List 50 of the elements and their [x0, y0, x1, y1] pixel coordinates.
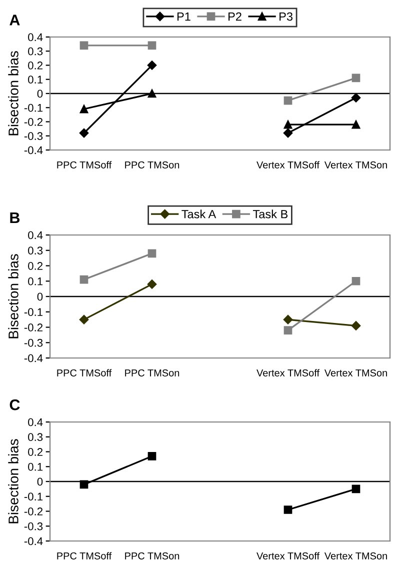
y-tick-label: 0.1 — [28, 462, 43, 471]
y-tick-label: -0.2 — [24, 324, 42, 332]
chart-title: B — [10, 212, 20, 223]
x-tick-label: PPC TMSoff — [57, 161, 112, 168]
y-tick-label: 0 — [37, 292, 43, 301]
y-tick-label: 0.3 — [28, 246, 43, 255]
y-tick-label: -0.4 — [24, 537, 43, 546]
chart-title: A — [10, 14, 20, 26]
y-tick-label: -0.3 — [24, 338, 43, 347]
y-tick-label: 0.1 — [28, 76, 43, 84]
x-tick-label: Vertex TMSon — [324, 552, 387, 560]
y-tick-label: 0.2 — [28, 262, 42, 270]
y-tick-label: 0.2 — [28, 448, 42, 456]
y-tick-label: 0 — [37, 478, 43, 486]
y-tick-label: 0.3 — [28, 47, 43, 56]
y-tick-label: -0.1 — [24, 104, 43, 112]
x-tick-label: PPC TMSoff — [57, 369, 112, 376]
x-tick-label: PPC TMSon — [125, 369, 180, 376]
legend-label: Task A — [182, 210, 216, 218]
x-tick-label: Vertex TMSoff — [256, 552, 320, 560]
y-tick-label: 0.4 — [28, 418, 43, 426]
y-tick-label: 0.4 — [28, 33, 43, 42]
x-tick-label: Vertex TMSon — [324, 161, 387, 168]
x-tick-label: PPC TMSon — [125, 552, 180, 560]
chart-title: C — [10, 399, 20, 410]
y-axis-title: Bisection bias — [8, 439, 18, 524]
legend-label: Task B — [252, 210, 288, 218]
y-axis-title: Bisection bias — [8, 51, 18, 136]
y-tick-label: 0.1 — [28, 277, 43, 286]
x-tick-label: Vertex TMSoff — [256, 369, 320, 376]
y-tick-label: -0.3 — [24, 522, 43, 530]
y-tick-label: -0.2 — [24, 508, 42, 516]
y-tick-label: -0.1 — [24, 308, 43, 316]
y-tick-label: -0.1 — [24, 492, 43, 501]
y-tick-label: -0.2 — [24, 118, 42, 126]
x-tick-label: PPC TMSoff — [57, 552, 112, 560]
y-tick-label: 0.4 — [28, 231, 43, 240]
x-tick-label: Vertex TMSon — [324, 369, 387, 376]
legend-label: P2 — [228, 12, 242, 21]
y-tick-label: 0.3 — [28, 433, 43, 442]
y-tick-label: -0.4 — [24, 146, 43, 154]
y-tick-label: -0.3 — [24, 132, 43, 140]
y-tick-label: -0.4 — [24, 354, 43, 362]
y-tick-label: 0.2 — [28, 62, 42, 70]
x-tick-label: Vertex TMSoff — [256, 161, 320, 168]
y-axis-title: Bisection bias — [8, 254, 18, 338]
legend-label: P3 — [280, 12, 292, 21]
legend-label: P1 — [177, 12, 190, 21]
x-tick-label: PPC TMSon — [125, 161, 180, 168]
y-tick-label: 0 — [37, 90, 43, 98]
